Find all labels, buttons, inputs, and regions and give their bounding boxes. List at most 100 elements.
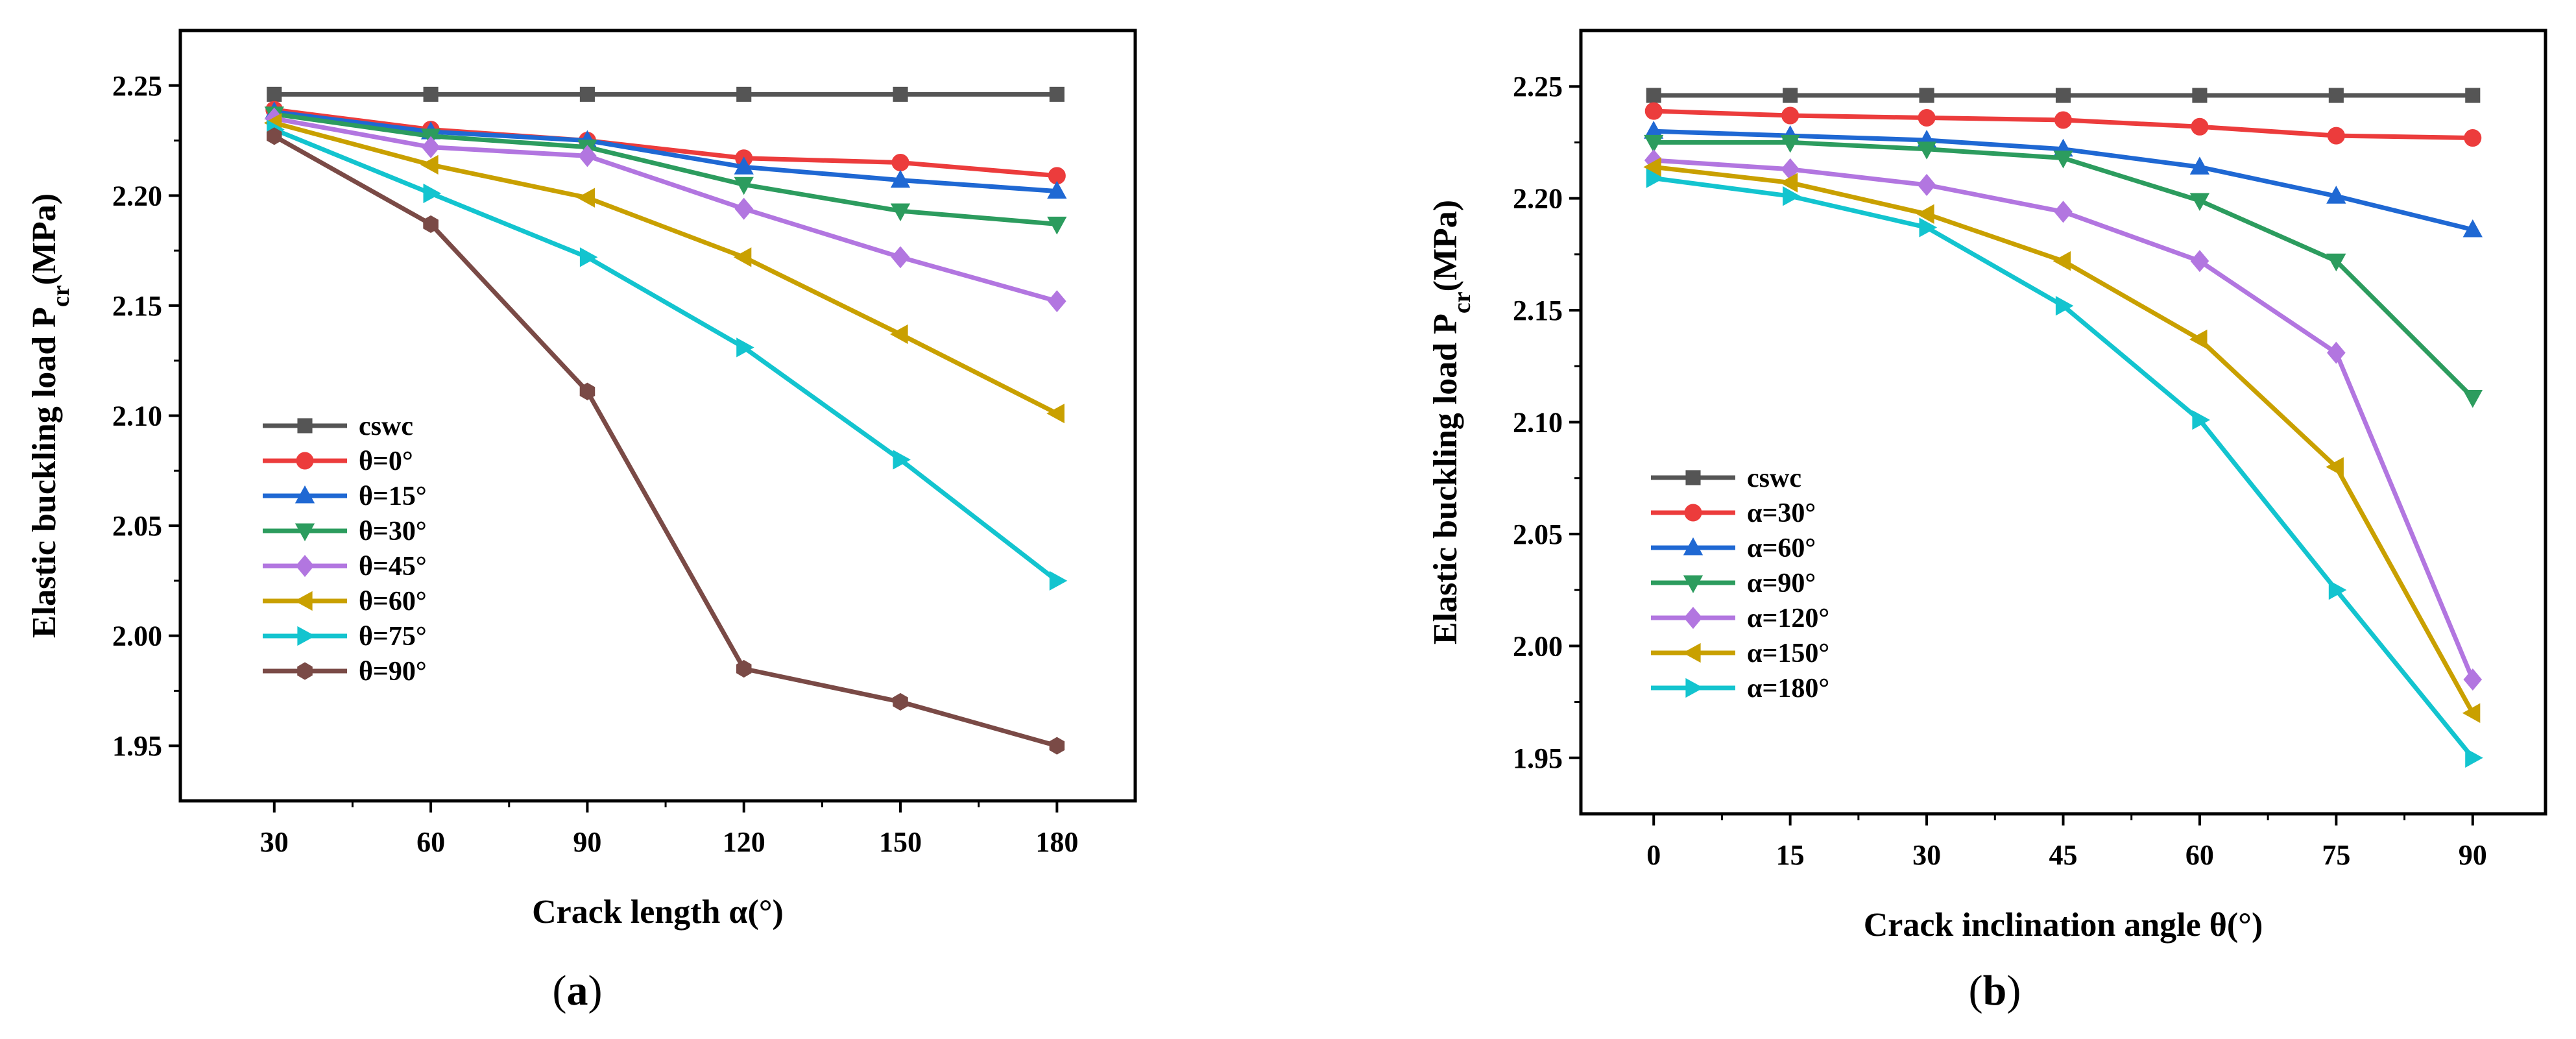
data-point-a-7-3 [736, 659, 752, 678]
data-point-b-4-5 [2327, 341, 2346, 364]
data-point-b-1-3 [2054, 111, 2072, 129]
legend-entry-a-1: θ=0° [263, 446, 413, 476]
panel-label-a: (a) [553, 967, 603, 1014]
x-axis-title-b: Crack inclination angle θ(°) [1864, 907, 2263, 944]
legend-label-a-0: cswc [359, 411, 413, 441]
y-tick-label-a-2: 2.05 [112, 510, 162, 542]
legend-entry-b-6: α=180° [1651, 674, 1829, 703]
data-point-b-2-5 [2326, 186, 2346, 204]
series-b-1 [1644, 102, 2482, 147]
legend-marker-a-5 [295, 591, 313, 611]
data-point-b-1-6 [2464, 129, 2482, 147]
series-line-a-6 [273, 127, 1059, 583]
legend-marker-b-3 [1683, 575, 1703, 594]
legend-entry-a-0: cswc [263, 411, 413, 441]
data-point-b-1-0 [1644, 102, 1663, 120]
y-tick-label-b-4: 2.15 [1513, 295, 1563, 326]
data-point-b-0-4 [2192, 88, 2208, 103]
data-point-b-6-1 [1783, 186, 1801, 206]
data-point-a-1-4 [891, 153, 909, 171]
data-point-b-4-4 [2190, 250, 2209, 273]
legend-entry-b-4: α=120° [1651, 604, 1829, 633]
data-point-b-6-0 [1646, 168, 1665, 188]
data-point-b-2-6 [2462, 219, 2483, 238]
data-point-a-6-2 [579, 247, 598, 267]
y-axis-title-b: Elastic buckling load Pcr(MPa) [1427, 200, 1476, 644]
legend-marker-b-5 [1683, 642, 1701, 663]
y-tick-label-b-3: 2.10 [1513, 407, 1563, 439]
data-point-a-7-5 [1049, 737, 1065, 755]
data-point-a-2-5 [1047, 180, 1067, 199]
legend-label-a-1: θ=0° [359, 446, 413, 476]
legend-marker-a-6 [297, 626, 315, 646]
data-point-b-3-2 [1916, 141, 1937, 160]
legend-entry-a-6: θ=75° [263, 622, 427, 652]
series-b-5 [1643, 157, 2481, 723]
data-point-a-0-1 [423, 86, 439, 102]
legend-marker-a-1 [296, 452, 314, 470]
legend-marker-a-2 [295, 485, 315, 504]
data-point-b-5-0 [1643, 157, 1661, 177]
legend-label-b-0: cswc [1747, 463, 1801, 493]
data-point-a-3-3 [734, 177, 754, 195]
x-tick-label-a-2: 90 [573, 826, 601, 858]
data-point-a-5-2 [577, 188, 595, 208]
data-point-a-4-4 [891, 246, 910, 269]
data-point-a-2-4 [890, 169, 911, 188]
y-tick-label-a-4: 2.15 [112, 290, 162, 322]
x-tick-label-b-1: 15 [1776, 839, 1805, 871]
legend-entry-a-4: θ=45° [263, 552, 427, 581]
data-point-b-1-1 [1781, 106, 1800, 125]
legend-label-b-1: α=30° [1747, 498, 1816, 528]
data-point-a-4-5 [1048, 290, 1066, 313]
data-point-a-5-1 [420, 154, 439, 175]
legend-marker-a-4 [295, 555, 315, 578]
legend-entry-b-3: α=90° [1651, 568, 1816, 598]
legend-label-a-5: θ=60° [359, 587, 427, 617]
data-point-b-3-6 [2462, 390, 2483, 408]
series-line-a-7 [273, 134, 1058, 748]
legend-entry-b-0: cswc [1651, 463, 1801, 493]
y-tick-label-b-0: 1.95 [1513, 742, 1563, 774]
legend-entry-a-2: θ=15° [263, 482, 427, 511]
y-tick-label-b-5: 2.20 [1513, 183, 1563, 215]
y-tick-label-b-1: 2.00 [1513, 630, 1563, 662]
plot-frame-a [178, 29, 1137, 803]
series-a-5 [263, 113, 1065, 424]
data-point-b-1-5 [2327, 127, 2345, 145]
legend-marker-b-0 [1685, 470, 1701, 485]
legend-label-a-7: θ=90° [359, 657, 427, 687]
data-point-b-3-5 [2326, 253, 2346, 272]
y-tick-label-a-3: 2.10 [112, 400, 162, 432]
legend-marker-b-2 [1683, 537, 1703, 556]
data-point-b-6-6 [2465, 748, 2483, 768]
series-b-6 [1646, 168, 2483, 768]
data-point-a-7-2 [579, 382, 596, 400]
legend-label-b-5: α=150° [1747, 639, 1829, 668]
y-tick-label-a-1: 2.00 [112, 620, 162, 652]
series-line-a-2 [274, 110, 1057, 194]
x-axis-title-a: Crack length α(°) [532, 894, 784, 931]
legend-label-a-4: θ=45° [359, 552, 427, 581]
data-point-b-0-0 [1646, 88, 1661, 103]
series-a-0 [267, 86, 1065, 102]
data-point-b-5-1 [1779, 173, 1798, 193]
x-tick-label-a-5: 180 [1035, 826, 1078, 858]
legend-label-b-4: α=120° [1747, 604, 1829, 633]
legend-marker-b-4 [1683, 607, 1703, 630]
legend-marker-a-3 [295, 523, 315, 542]
legend-entry-b-1: α=30° [1651, 498, 1816, 528]
data-point-b-5-3 [2052, 251, 2071, 271]
chart-a: 30 60 90 120 150 180 1.95 2.00 2.05 2.10 2.15 2.20 2… [26, 29, 1137, 931]
x-tick-label-a-4: 150 [879, 826, 922, 858]
legend-label-a-6: θ=75° [359, 622, 427, 652]
data-point-b-0-3 [2055, 88, 2071, 103]
data-point-b-6-5 [2328, 580, 2347, 600]
data-point-b-4-2 [1917, 173, 1936, 196]
data-point-b-2-4 [2189, 156, 2210, 175]
data-point-a-4-2 [578, 145, 597, 167]
data-point-a-7-4 [893, 692, 908, 711]
data-point-b-0-5 [2328, 88, 2344, 103]
chart-b: 0 15 30 45 60 75 90 1.95 2.00 2.05 2.10 2.15 2.20 2.2… [1427, 29, 2547, 944]
